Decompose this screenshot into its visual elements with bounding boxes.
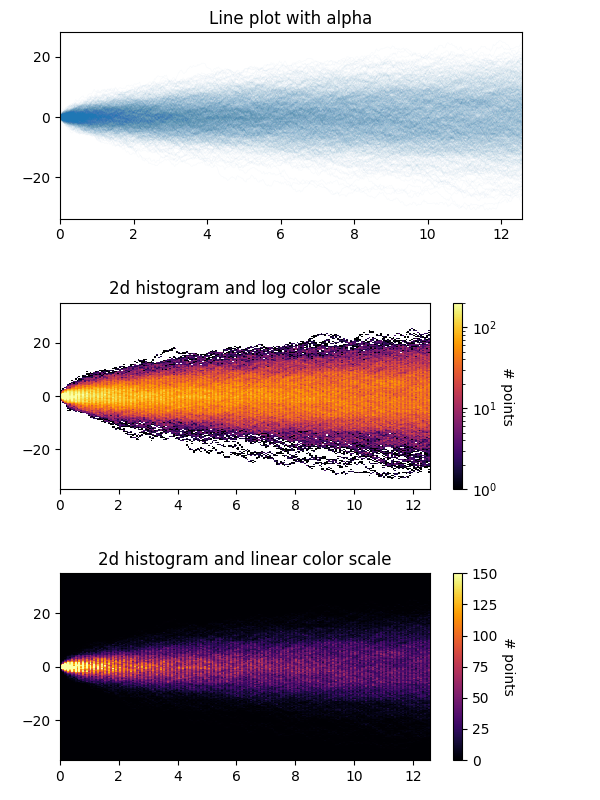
Title: Line plot with alpha: Line plot with alpha: [209, 10, 373, 28]
Title: 2d histogram and linear color scale: 2d histogram and linear color scale: [98, 551, 392, 569]
Y-axis label: # points: # points: [501, 638, 515, 696]
Y-axis label: # points: # points: [500, 366, 514, 426]
Title: 2d histogram and log color scale: 2d histogram and log color scale: [109, 280, 380, 298]
